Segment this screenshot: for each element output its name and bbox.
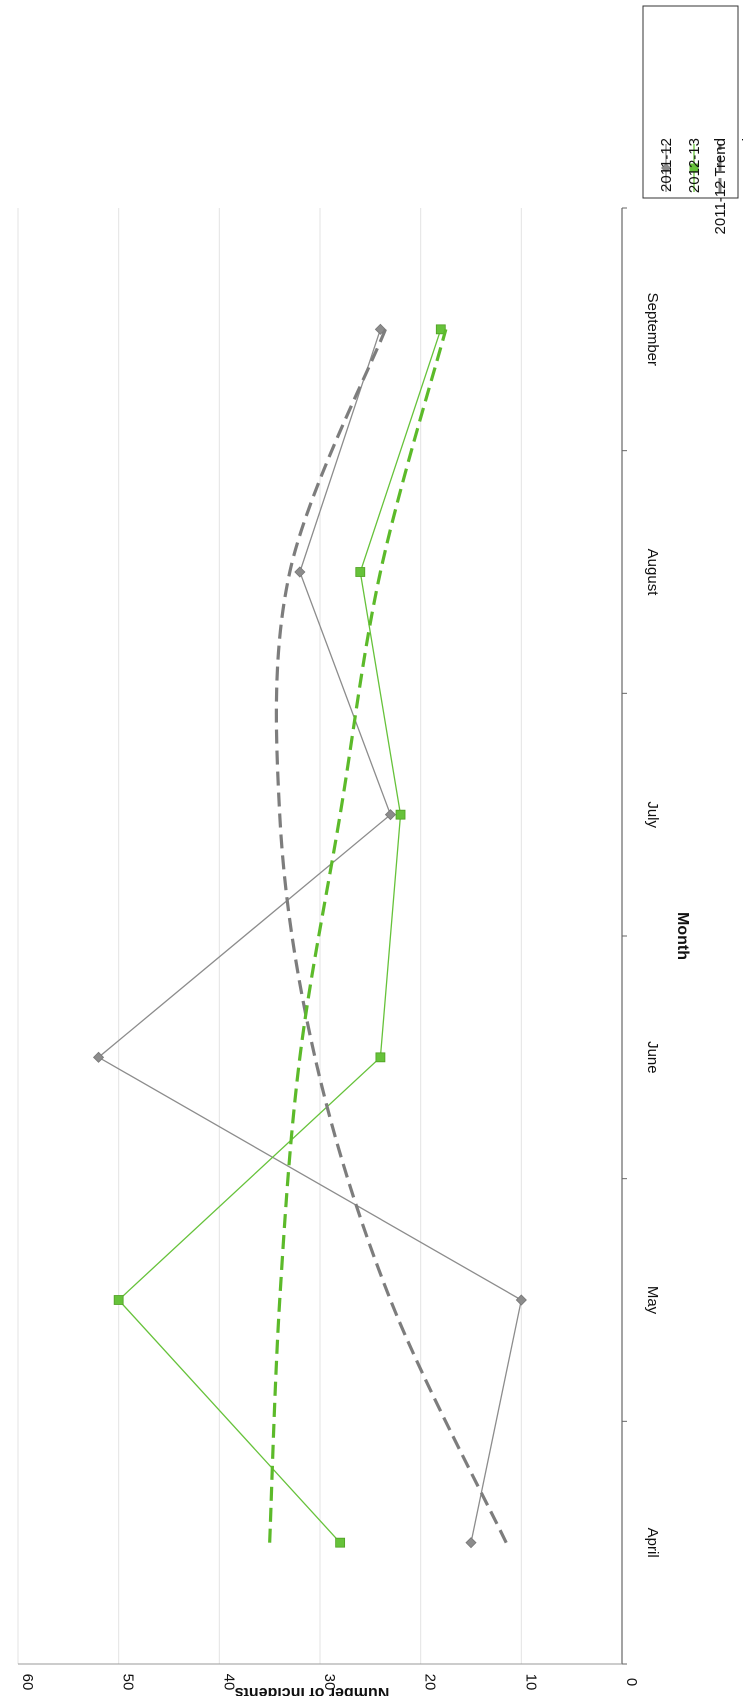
x-tick-label: July: [644, 801, 661, 828]
series-2012-13-trend: [268, 328, 448, 1543]
y-tick-labels: 0 10 20 30 40 50 60: [19, 1674, 640, 1691]
legend-item: 2012-13 Trend: [740, 138, 743, 236]
data-point-diamond: [384, 809, 397, 821]
legend-item: 2011-12: [658, 138, 675, 192]
legend-label: 2012-13: [686, 138, 703, 193]
series-2011-12: [92, 323, 527, 1549]
legend-marker-square: [689, 163, 699, 173]
series-line: [268, 328, 448, 1543]
data-series: [92, 323, 527, 1549]
legend-label: 2011-12 Trend: [712, 138, 729, 234]
data-point-square: [395, 809, 406, 820]
plot-area: [17, 207, 627, 1665]
x-tick-label: September: [644, 293, 661, 366]
y-tick-label: 50: [120, 1674, 137, 1691]
y-tick-label: 40: [220, 1674, 237, 1691]
series-line: [97, 329, 523, 1543]
y-tick-label: 10: [522, 1674, 539, 1691]
data-point-square: [335, 1537, 346, 1548]
legend-label: 2012-13 Trend: [740, 138, 743, 236]
legend: 2011-12 2012-13 2011-12 Trend 2012-13 Trend: [642, 5, 743, 236]
data-point-square: [113, 1295, 124, 1305]
x-axis-title: Month: [674, 912, 691, 960]
x-tick-label: April: [644, 1528, 661, 1558]
legend-item: 2011-12 Trend: [712, 138, 729, 234]
y-axis-title: Number of Incidents: [235, 1684, 390, 1696]
data-point-diamond: [294, 566, 306, 578]
x-tick-label: August: [644, 549, 661, 597]
data-point-square: [355, 567, 366, 577]
legend-marker-diamond: [661, 163, 671, 173]
data-point-diamond: [465, 1537, 477, 1549]
y-tick-label: 20: [422, 1674, 439, 1691]
x-tick-labels: April May June July August September: [644, 293, 661, 1558]
y-tick-label: 0: [623, 1678, 640, 1686]
data-point-diamond: [515, 1294, 527, 1306]
data-point-square: [375, 1052, 386, 1063]
series-line: [117, 329, 442, 1544]
axes: [18, 207, 627, 1665]
series-line: [274, 328, 508, 1544]
x-tick-label: May: [644, 1286, 661, 1315]
data-point-diamond: [92, 1051, 105, 1063]
series-2011-12-trend: [274, 328, 508, 1544]
legend-item: 2012-13: [686, 138, 703, 193]
series-2012-13: [113, 324, 446, 1548]
legend-label: 2011-12: [658, 138, 675, 192]
x-tick-label: June: [644, 1041, 661, 1074]
y-tick-label: 30: [321, 1674, 338, 1691]
y-tick-label: 60: [19, 1674, 36, 1691]
